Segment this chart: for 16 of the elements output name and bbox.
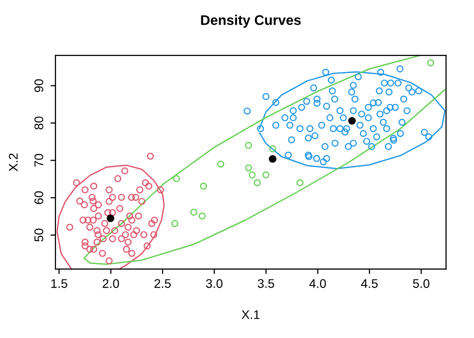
y-tick-label: 80 (34, 116, 44, 130)
y-tick-label: 60 (34, 191, 44, 204)
y-axis-title: X.2 (8, 153, 18, 172)
x-tick-label: 3.5 (258, 279, 274, 288)
x-tick-label: 2.5 (154, 279, 171, 288)
chart-title: Density Curves (201, 14, 301, 28)
y-tick-label: 90 (34, 79, 44, 92)
x-tick-label: 5.0 (413, 279, 430, 288)
x-tick-label: 1.5 (51, 279, 68, 288)
x-tick-label: 2.0 (102, 279, 120, 288)
x-axis-title: X.1 (242, 310, 260, 319)
x-tick-label: 3.0 (206, 279, 222, 288)
y-tick-label: 50 (34, 228, 44, 242)
x-tick-label: 4.5 (361, 279, 378, 288)
x-tick-label: 4.0 (309, 279, 326, 288)
y-tick-label: 70 (34, 154, 44, 167)
